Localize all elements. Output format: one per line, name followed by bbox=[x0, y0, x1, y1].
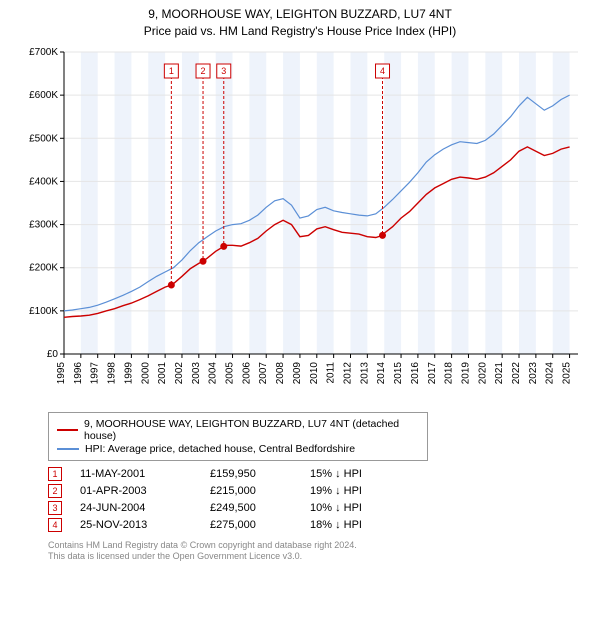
svg-text:2: 2 bbox=[201, 66, 206, 76]
sale-date: 25-NOV-2013 bbox=[80, 519, 210, 531]
svg-text:£700K: £700K bbox=[29, 47, 58, 58]
sale-row: 4 25-NOV-2013£275,00018% ↓ HPI bbox=[48, 518, 580, 532]
svg-text:2008: 2008 bbox=[275, 361, 286, 384]
footer-line-1: Contains HM Land Registry data © Crown c… bbox=[48, 540, 580, 552]
svg-text:2005: 2005 bbox=[225, 361, 236, 384]
svg-text:£0: £0 bbox=[47, 349, 59, 360]
sale-date: 11-MAY-2001 bbox=[80, 468, 210, 480]
svg-text:2006: 2006 bbox=[241, 361, 252, 384]
sale-diff: 19% ↓ HPI bbox=[310, 485, 410, 497]
svg-text:2022: 2022 bbox=[511, 361, 522, 384]
svg-text:2007: 2007 bbox=[258, 361, 269, 384]
chart-area: £0 £100K £200K £300K £400K £500K £600K £700K 199… bbox=[16, 44, 586, 404]
svg-text:4: 4 bbox=[380, 66, 385, 76]
svg-text:2016: 2016 bbox=[410, 361, 421, 384]
sale-date: 24-JUN-2004 bbox=[80, 502, 210, 514]
legend-row: 9, MOORHOUSE WAY, LEIGHTON BUZZARD, LU7 … bbox=[57, 418, 419, 442]
svg-text:1995: 1995 bbox=[56, 361, 67, 384]
svg-text:£300K: £300K bbox=[29, 219, 58, 230]
svg-text:1996: 1996 bbox=[73, 361, 84, 384]
svg-text:2004: 2004 bbox=[208, 361, 219, 384]
svg-text:1998: 1998 bbox=[107, 361, 118, 384]
sale-price: £215,000 bbox=[210, 485, 310, 497]
svg-text:2015: 2015 bbox=[393, 361, 404, 384]
chart-container: 9, MOORHOUSE WAY, LEIGHTON BUZZARD, LU7 … bbox=[0, 0, 600, 620]
legend-swatch bbox=[57, 429, 78, 431]
sale-price: £275,000 bbox=[210, 519, 310, 531]
sale-price: £249,500 bbox=[210, 502, 310, 514]
legend-row: HPI: Average price, detached house, Cent… bbox=[57, 443, 419, 455]
svg-text:2017: 2017 bbox=[427, 361, 438, 384]
sale-diff: 18% ↓ HPI bbox=[310, 519, 410, 531]
svg-text:2024: 2024 bbox=[545, 361, 556, 384]
svg-text:3: 3 bbox=[221, 66, 226, 76]
sale-row: 1 11-MAY-2001£159,95015% ↓ HPI bbox=[48, 467, 580, 481]
svg-text:2010: 2010 bbox=[309, 361, 320, 384]
price-chart: £0 £100K £200K £300K £400K £500K £600K £700K 199… bbox=[16, 44, 586, 404]
sale-marker: 4 bbox=[48, 518, 62, 532]
svg-text:2014: 2014 bbox=[376, 361, 387, 384]
sale-diff: 10% ↓ HPI bbox=[310, 502, 410, 514]
sale-row: 2 01-APR-2003£215,00019% ↓ HPI bbox=[48, 484, 580, 498]
svg-text:1999: 1999 bbox=[123, 361, 134, 384]
svg-text:1997: 1997 bbox=[90, 361, 101, 384]
footer-line-2: This data is licensed under the Open Gov… bbox=[48, 551, 580, 563]
svg-text:2003: 2003 bbox=[191, 361, 202, 384]
svg-text:2018: 2018 bbox=[444, 361, 455, 384]
svg-text:2013: 2013 bbox=[359, 361, 370, 384]
sale-row: 3 24-JUN-2004£249,50010% ↓ HPI bbox=[48, 501, 580, 515]
svg-text:2025: 2025 bbox=[562, 361, 573, 384]
svg-text:2001: 2001 bbox=[157, 361, 168, 384]
sale-marker: 3 bbox=[48, 501, 62, 515]
svg-text:£400K: £400K bbox=[29, 176, 58, 187]
svg-text:£200K: £200K bbox=[29, 262, 58, 273]
svg-text:2009: 2009 bbox=[292, 361, 303, 384]
svg-text:£500K: £500K bbox=[29, 133, 58, 144]
sale-price: £159,950 bbox=[210, 468, 310, 480]
svg-text:2023: 2023 bbox=[528, 361, 539, 384]
sales-table: 1 11-MAY-2001£159,95015% ↓ HPI 2 01-APR-200… bbox=[48, 467, 580, 532]
svg-text:2012: 2012 bbox=[342, 361, 353, 384]
svg-text:2021: 2021 bbox=[494, 361, 505, 384]
svg-text:2002: 2002 bbox=[174, 361, 185, 384]
legend-swatch bbox=[57, 448, 79, 450]
title-line-2: Price paid vs. HM Land Registry's House … bbox=[10, 23, 590, 40]
sale-marker: 1 bbox=[48, 467, 62, 481]
sale-diff: 15% ↓ HPI bbox=[310, 468, 410, 480]
legend-label: 9, MOORHOUSE WAY, LEIGHTON BUZZARD, LU7 … bbox=[84, 418, 419, 442]
svg-text:2000: 2000 bbox=[140, 361, 151, 384]
svg-text:£600K: £600K bbox=[29, 90, 58, 101]
svg-text:1: 1 bbox=[169, 66, 174, 76]
title-block: 9, MOORHOUSE WAY, LEIGHTON BUZZARD, LU7 … bbox=[10, 6, 590, 40]
legend-label: HPI: Average price, detached house, Cent… bbox=[85, 443, 355, 455]
svg-text:£100K: £100K bbox=[29, 305, 58, 316]
legend: 9, MOORHOUSE WAY, LEIGHTON BUZZARD, LU7 … bbox=[48, 412, 428, 461]
footer: Contains HM Land Registry data © Crown c… bbox=[48, 540, 580, 563]
svg-text:2020: 2020 bbox=[477, 361, 488, 384]
sale-marker: 2 bbox=[48, 484, 62, 498]
sale-date: 01-APR-2003 bbox=[80, 485, 210, 497]
svg-text:2019: 2019 bbox=[460, 361, 471, 384]
svg-text:2011: 2011 bbox=[326, 361, 337, 383]
title-line-1: 9, MOORHOUSE WAY, LEIGHTON BUZZARD, LU7 … bbox=[10, 6, 590, 23]
